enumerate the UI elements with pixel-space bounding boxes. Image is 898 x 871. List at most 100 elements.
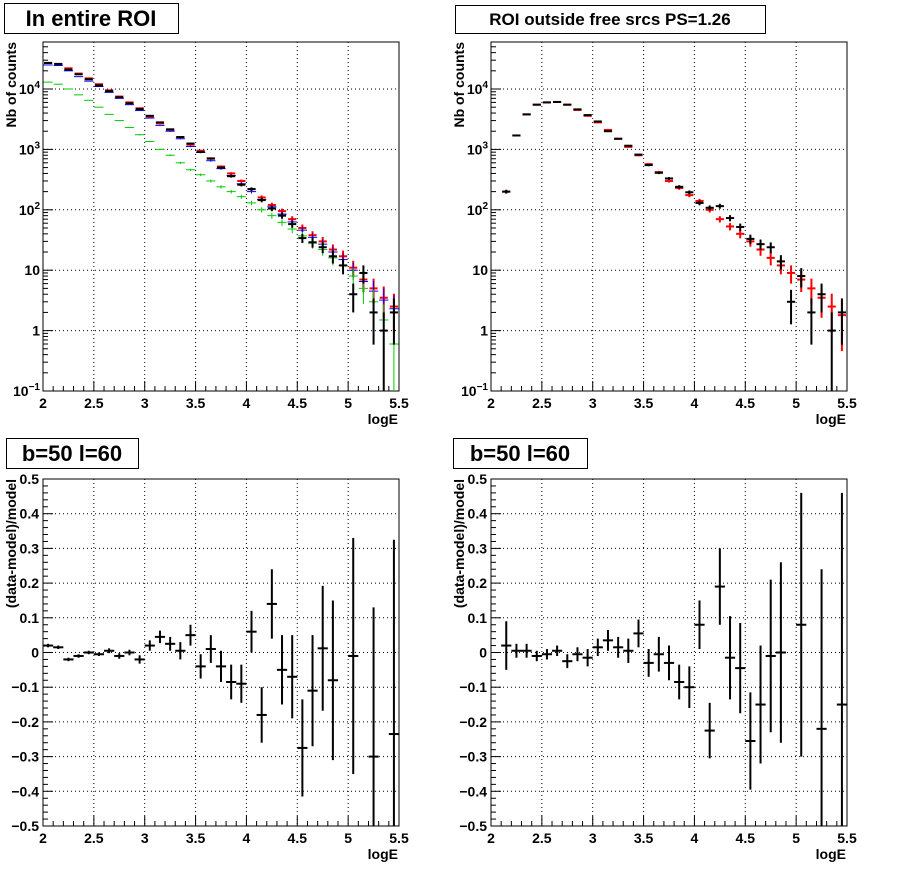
x-tick-label: 2.5 [532, 830, 552, 846]
y-tick-label: 0.4 [20, 506, 40, 522]
residual-series [43, 537, 399, 826]
y-tick-label: 102 [19, 201, 41, 218]
y-tick-label: 1 [32, 323, 40, 339]
chart-panel-1: 2 2.5 3 3.5 4 4.5 5 5.5 10−1 1 10 102 103 104 logE Nb o… [3, 3, 409, 427]
x-tick-label: 3 [589, 395, 597, 411]
x-tick-label: 5 [792, 830, 800, 846]
y-tick-label: 0 [31, 645, 39, 661]
y-axis-label: Nb of counts [3, 42, 19, 128]
y-tick-label: 10−1 [461, 382, 488, 399]
y-tick-label: 0.4 [468, 506, 488, 522]
x-tick-label: 2 [487, 830, 495, 846]
y-tick-label: 10 [24, 262, 40, 278]
x-tick-label: 4 [243, 830, 251, 846]
x-tick-label: 5.5 [389, 830, 409, 846]
y-tick-label: 0.5 [20, 471, 40, 487]
y-tick-label: 10 [472, 262, 488, 278]
title-box [455, 5, 766, 34]
y-tick-label: −0.1 [459, 679, 487, 695]
y-tick-label: 0.2 [468, 575, 488, 591]
y-tick-label: 104 [19, 80, 41, 97]
y-tick-label: 103 [467, 140, 489, 157]
y-tick-label: −0.4 [11, 783, 39, 799]
series-1 [44, 61, 398, 333]
title-box [4, 3, 179, 34]
y-tick-label: −0.5 [11, 818, 39, 834]
x-axis-label: logE [368, 846, 398, 862]
y-tick-label: 0.3 [468, 540, 488, 556]
x-tick-label: 2 [487, 395, 495, 411]
x-tick-label: 3 [141, 830, 149, 846]
chart-title: b=50 l=60 [22, 441, 122, 466]
x-tick-label: 3.5 [634, 830, 654, 846]
x-tick-label: 3.5 [186, 395, 206, 411]
y-axis-label: (data-model)/model [3, 479, 19, 608]
x-tick-label: 2 [39, 830, 47, 846]
x-tick-label: 5.5 [389, 395, 409, 411]
series-3 [43, 81, 399, 391]
x-tick-label: 5.5 [837, 395, 857, 411]
x-tick-label: 4.5 [736, 830, 756, 846]
series-1 [502, 100, 846, 352]
y-tick-label: −0.4 [459, 783, 487, 799]
title-box [453, 438, 588, 469]
x-tick-label: 2 [39, 395, 47, 411]
x-tick-label: 2.5 [84, 830, 104, 846]
y-tick-label: −0.2 [11, 714, 39, 730]
x-tick-label: 2.5 [532, 395, 552, 411]
plot-frame [42, 41, 400, 392]
y-tick-label: 0.3 [20, 540, 40, 556]
y-tick-label: 0.1 [468, 610, 488, 626]
plot-frame [42, 478, 400, 827]
chart-title: b=50 l=60 [470, 441, 570, 466]
y-tick-label: 10−1 [13, 382, 40, 399]
x-tick-label: 3 [141, 395, 149, 411]
plot-frame [490, 478, 848, 827]
y-tick-label: 0.5 [468, 471, 488, 487]
x-tick-label: 4.5 [288, 395, 308, 411]
y-axis-label: Nb of counts [451, 42, 467, 128]
x-tick-label: 4.5 [736, 395, 756, 411]
chart-title: ROI outside free srcs PS=1.26 [489, 10, 730, 29]
grid [42, 42, 400, 392]
x-axis-label: logE [816, 846, 846, 862]
chart-panel-2: 2 2.5 3 3.5 4 4.5 5 5.5 10−1 1 10 102 103 104 logE Nb o… [451, 5, 857, 427]
y-tick-label: −0.1 [11, 679, 39, 695]
x-tick-label: 3 [589, 830, 597, 846]
x-tick-label: 5 [792, 395, 800, 411]
plot-frame [490, 41, 848, 392]
y-tick-label: 102 [467, 201, 489, 218]
chart-title: In entire ROI [26, 6, 157, 31]
title-box [6, 438, 139, 469]
x-tick-label: 5 [344, 395, 352, 411]
x-tick-label: 5.5 [837, 830, 857, 846]
y-tick-label: 1 [480, 323, 488, 339]
series-2 [43, 64, 399, 338]
x-tick-label: 5 [344, 830, 352, 846]
x-tick-label: 4 [691, 395, 699, 411]
axis-ticks [42, 41, 400, 392]
x-tick-label: 3.5 [186, 830, 206, 846]
x-tick-label: 4 [243, 395, 251, 411]
series-4 [44, 61, 398, 391]
y-tick-label: 0 [479, 645, 487, 661]
x-tick-label: 4 [691, 830, 699, 846]
series-2 [502, 100, 846, 391]
y-tick-label: 0.1 [20, 610, 40, 626]
chart-panel-4: 2 2.5 3 3.5 4 4.5 5 5.5 −0.5 −0.4 −0.3 −0.2 −0.1 0 0.1… [451, 438, 857, 862]
x-tick-label: 4.5 [288, 830, 308, 846]
residual-series [501, 492, 847, 826]
x-axis-label: logE [816, 411, 846, 427]
axis-ticks [490, 41, 848, 392]
y-axis-label: (data-model)/model [451, 479, 467, 608]
x-tick-label: 2.5 [84, 395, 104, 411]
y-tick-label: 104 [467, 80, 489, 97]
y-tick-label: −0.3 [459, 749, 487, 765]
y-tick-label: −0.2 [459, 714, 487, 730]
y-tick-label: −0.3 [11, 749, 39, 765]
chart-panel-3: 2 2.5 3 3.5 4 4.5 5 5.5 −0.5 −0.4 −0.3 −0.2 −0.1 0 0.1… [3, 438, 409, 862]
y-tick-label: 0.2 [20, 575, 40, 591]
grid [490, 42, 848, 392]
y-tick-label: 103 [19, 140, 41, 157]
